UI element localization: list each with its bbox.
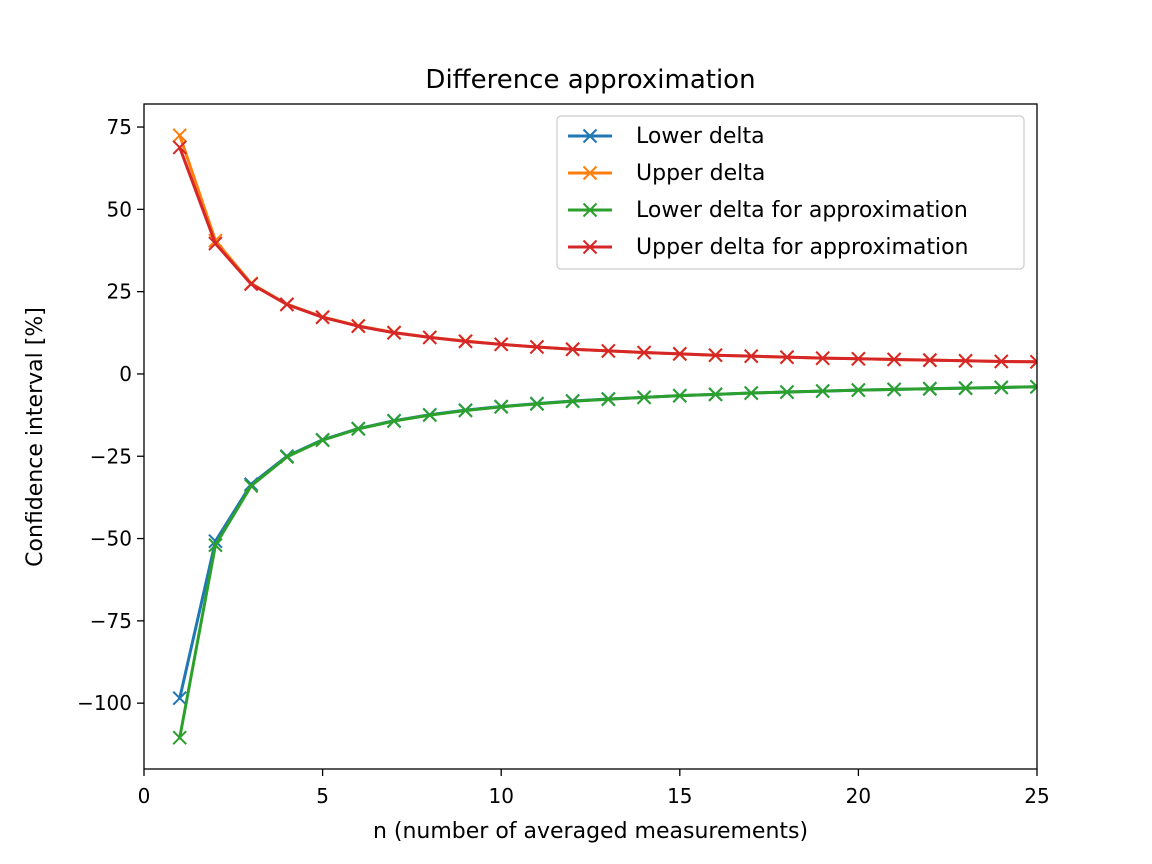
data-point — [636, 345, 652, 360]
data-point — [958, 353, 973, 368]
data-point — [422, 407, 437, 423]
y-axis-label: Confidence interval [%] — [23, 307, 48, 567]
y-tick-label: 75 — [107, 115, 132, 139]
data-point — [744, 348, 759, 364]
data-point — [493, 399, 509, 415]
data-point — [815, 350, 830, 366]
data-point — [565, 394, 580, 409]
data-point — [708, 347, 723, 363]
data-point — [315, 310, 330, 325]
legend-label: Lower delta — [636, 124, 765, 149]
legend-box — [556, 115, 1025, 270]
data-point — [672, 346, 688, 362]
data-point — [601, 343, 616, 359]
data-point — [386, 325, 402, 341]
data-point — [279, 449, 295, 465]
data-point — [172, 140, 187, 155]
data-point — [172, 691, 187, 706]
data-point — [601, 392, 616, 407]
data-point — [351, 421, 366, 437]
data-point — [422, 330, 437, 345]
data-point — [279, 297, 295, 312]
x-tick-label: 5 — [316, 784, 329, 808]
data-point — [172, 730, 187, 745]
legend-label: Lower delta for approximation — [636, 198, 968, 223]
plot-frame — [143, 103, 1038, 770]
data-point — [351, 319, 366, 334]
y-axis: 75 50 25 0 −25 −50 −75 −100 — [77, 115, 144, 715]
data-point — [386, 413, 402, 429]
x-tick-label: 20 — [846, 784, 871, 808]
x-axis-label: n (number of averaged measurements) — [373, 819, 808, 844]
data-point — [851, 351, 866, 367]
legend-marker — [582, 128, 598, 144]
data-point — [493, 337, 509, 352]
y-tick-label: −50 — [90, 527, 132, 551]
x-axis: 0 5 10 15 20 25 — [138, 769, 1050, 808]
data-point — [458, 334, 473, 349]
data-point — [886, 352, 902, 367]
data-point — [1029, 379, 1037, 394]
data-point — [672, 388, 688, 403]
legend-label: Upper delta for approximation — [636, 235, 969, 260]
data-point — [708, 387, 723, 402]
legend-marker — [582, 165, 598, 181]
y-tick-label: −100 — [77, 691, 132, 715]
data-point — [886, 382, 902, 397]
data-point — [458, 403, 473, 418]
series-layer — [172, 128, 1037, 745]
legend-item: Lower delta — [568, 124, 765, 149]
data-point — [636, 390, 652, 405]
series-3 — [172, 379, 1037, 745]
data-point — [208, 236, 223, 251]
x-tick-label: 10 — [488, 784, 513, 808]
legend: Lower delta Upper delta Lower delta for ap… — [556, 115, 1025, 270]
legend-label: Upper delta — [636, 161, 765, 186]
legend-item: Upper delta — [568, 161, 765, 186]
legend-item: Lower delta for approximation — [568, 198, 968, 223]
data-point — [922, 381, 938, 396]
data-point — [529, 396, 545, 412]
data-point — [243, 276, 259, 292]
y-tick-label: 50 — [107, 197, 132, 221]
data-point — [208, 537, 223, 553]
data-point — [172, 128, 187, 143]
data-point — [958, 380, 973, 396]
y-tick-label: 25 — [107, 280, 132, 304]
legend-marker — [582, 239, 598, 255]
data-point — [815, 383, 830, 399]
data-point — [1029, 354, 1037, 369]
series-4 — [172, 140, 1037, 369]
data-point — [779, 384, 795, 400]
chart-title: Difference approximation — [425, 65, 755, 95]
legend-item: Upper delta for approximation — [568, 235, 969, 260]
data-point — [851, 382, 866, 398]
data-point — [529, 339, 545, 355]
y-tick-label: −75 — [90, 609, 132, 633]
legend-marker — [582, 202, 598, 218]
y-tick-label: −25 — [90, 444, 132, 468]
x-tick-label: 15 — [667, 784, 692, 808]
data-point — [994, 380, 1009, 395]
x-tick-label: 0 — [138, 784, 151, 808]
data-point — [315, 432, 330, 448]
data-point — [994, 354, 1009, 369]
x-tick-label: 25 — [1024, 784, 1049, 808]
data-point — [922, 352, 938, 368]
data-point — [779, 349, 795, 365]
data-point — [744, 385, 759, 401]
data-point — [243, 478, 259, 494]
y-tick-label: 0 — [119, 362, 132, 386]
data-point — [565, 342, 580, 357]
